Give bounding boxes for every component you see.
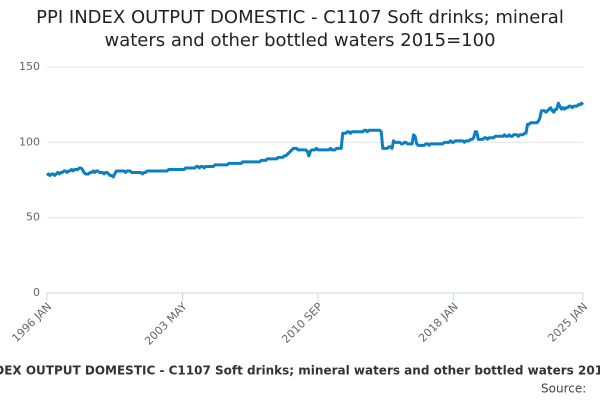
x-tick-label: 2018 JAN bbox=[416, 300, 461, 345]
y-tick-label: 100 bbox=[19, 135, 40, 148]
y-tick-label: 50 bbox=[26, 211, 40, 224]
x-tick-label: 2003 MAY bbox=[142, 300, 190, 348]
legend-entry: PPI INDEX OUTPUT DOMESTIC - C1107 Soft d… bbox=[0, 364, 600, 378]
y-tick-label: 0 bbox=[33, 286, 40, 299]
x-tick-label: 2025 JAN bbox=[545, 300, 590, 345]
x-tick-label: 2010 SEP bbox=[279, 300, 325, 346]
y-tick-label: 150 bbox=[19, 60, 40, 73]
chart-title: PPI INDEX OUTPUT DOMESTIC - C1107 Soft d… bbox=[36, 7, 564, 51]
source-label: Source: bbox=[541, 382, 586, 396]
x-tick-label: 1996 JAN bbox=[9, 300, 54, 345]
series-line bbox=[45, 101, 585, 179]
